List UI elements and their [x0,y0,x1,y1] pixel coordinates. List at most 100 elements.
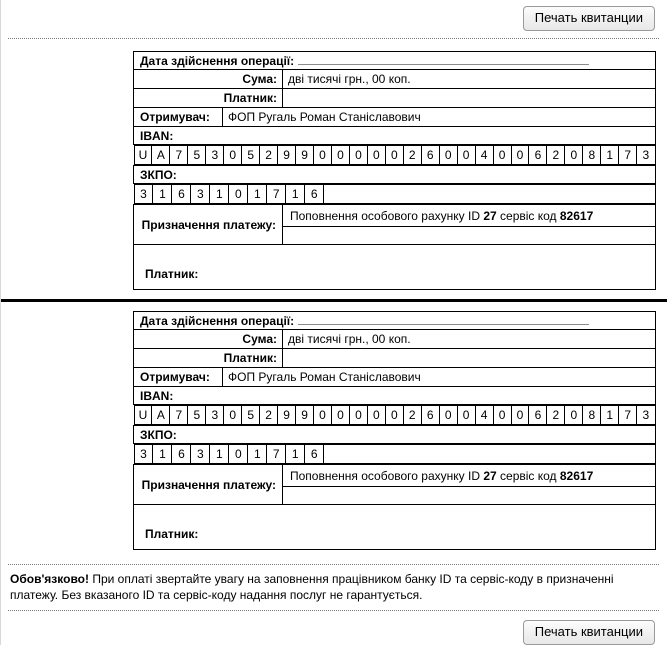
iban-char-cell[interactable]: 8 [582,405,602,425]
iban-char-cell[interactable]: 0 [564,405,584,425]
iban-char-cell[interactable]: 7 [618,405,638,425]
label-payer: Платник: [133,88,283,108]
iban-char-cell[interactable]: 0 [223,405,243,425]
iban-char-cell[interactable]: 9 [277,405,297,425]
iban-char-cell[interactable]: 5 [241,405,261,425]
iban-char-cell[interactable]: 0 [456,145,476,165]
iban-char-cell[interactable]: 2 [259,145,279,165]
iban-char-cell[interactable]: 0 [510,405,530,425]
iban-char-cell[interactable]: 7 [618,145,638,165]
iban-char-cell[interactable]: 0 [366,405,386,425]
iban-char-cell[interactable]: 0 [492,405,512,425]
iban-char-cell[interactable]: 1 [600,405,620,425]
zkpo-char-cell[interactable]: 1 [285,444,306,464]
zkpo-empty-remainder[interactable] [323,184,656,204]
iban-char-cell[interactable]: 1 [600,145,620,165]
iban-char-cell[interactable]: 0 [438,405,458,425]
iban-char-cell[interactable]: 0 [348,405,368,425]
iban-char-cell[interactable]: 6 [528,405,548,425]
iban-char-cell[interactable]: 9 [295,145,315,165]
iban-char-cell[interactable]: 0 [313,145,332,165]
iban-char-cell[interactable]: 3 [636,405,656,425]
iban-char-cell[interactable]: 2 [546,405,566,425]
payer-signature-area[interactable]: Платник: [133,244,656,290]
iban-char-cell[interactable]: 0 [438,145,458,165]
zkpo-char-cell[interactable]: 3 [190,444,211,464]
zkpo-empty-remainder[interactable] [323,444,656,464]
zkpo-char-cell[interactable]: 0 [228,444,249,464]
iban-char-cell[interactable]: 0 [384,145,404,165]
iban-char-cell[interactable]: 5 [187,405,207,425]
iban-char-cell[interactable]: U [133,405,153,425]
iban-char-cell[interactable]: 9 [277,145,297,165]
iban-char-cell[interactable]: 4 [474,145,494,165]
table-row-zkpo-label: ЗКПО: [133,425,656,444]
table-row-recipient: Отримувач: ФОП Ругаль Роман Станіславови… [133,107,656,127]
iban-char-cell[interactable]: 9 [295,405,315,425]
iban-char-cell[interactable]: 0 [564,145,584,165]
label-payer-final: Платник: [145,527,199,541]
iban-char-cell[interactable]: 0 [366,145,386,165]
value-purpose-line2[interactable] [282,226,656,245]
zkpo-char-cell[interactable]: 1 [247,184,268,204]
zkpo-char-cell[interactable]: 1 [285,184,306,204]
zkpo-char-cell[interactable]: 6 [304,184,325,204]
iban-char-cell[interactable]: 2 [402,405,422,425]
zkpo-char-cell[interactable]: 6 [171,444,192,464]
operation-date-input[interactable] [298,55,589,65]
print-receipt-button-bottom[interactable]: Печать квитанции [522,620,655,645]
zkpo-char-cell[interactable]: 1 [152,184,173,204]
iban-char-cell[interactable]: 7 [169,405,189,425]
iban-char-cell[interactable]: 5 [241,145,261,165]
value-payer[interactable] [282,88,656,108]
iban-char-cell[interactable]: A [151,405,171,425]
print-receipt-button-top[interactable]: Печать квитанции [522,6,655,31]
iban-char-cell[interactable]: 2 [402,145,422,165]
zkpo-char-cell[interactable]: 1 [209,184,230,204]
zkpo-char-cell[interactable]: 6 [171,184,192,204]
iban-char-cell[interactable]: 0 [223,145,243,165]
iban-char-cell[interactable]: 0 [510,145,530,165]
iban-char-cell[interactable]: 0 [492,145,512,165]
zkpo-char-cell[interactable]: 1 [152,444,173,464]
iban-char-cell[interactable]: 2 [546,145,566,165]
zkpo-char-cell[interactable]: 3 [133,444,154,464]
iban-char-cell[interactable]: 0 [384,405,404,425]
iban-char-cell[interactable]: 0 [456,405,476,425]
label-operation-date: Дата здійснення операції: [140,53,295,68]
zkpo-char-cell[interactable]: 3 [190,184,211,204]
iban-char-cell[interactable]: 3 [636,145,656,165]
iban-char-cell[interactable]: 3 [205,405,225,425]
iban-char-cell[interactable]: 0 [330,405,350,425]
iban-char-cell[interactable]: 2 [259,405,279,425]
value-recipient: ФОП Ругаль Роман Станіславович [222,367,656,387]
iban-char-cell[interactable]: 0 [313,405,332,425]
iban-char-cell[interactable]: A [151,145,171,165]
zkpo-char-cell[interactable]: 1 [209,444,230,464]
zkpo-char-cell[interactable]: 1 [247,444,268,464]
zkpo-char-cell[interactable]: 3 [133,184,154,204]
zkpo-char-cell[interactable]: 0 [228,184,249,204]
zkpo-char-cell[interactable]: 6 [304,444,325,464]
iban-char-cell[interactable]: 0 [348,145,368,165]
iban-char-cell[interactable]: 3 [205,145,225,165]
iban-char-cell[interactable]: 6 [420,405,440,425]
iban-char-cell[interactable]: 6 [420,145,440,165]
zkpo-char-cell[interactable]: 7 [266,184,287,204]
dotted-separator-notice-bottom [8,610,659,611]
label-purpose: Призначення платежу: [133,204,283,245]
operation-date-input[interactable] [298,315,589,325]
iban-char-cell[interactable]: 8 [582,145,602,165]
payer-signature-area[interactable]: Платник: [133,504,656,550]
iban-char-cell[interactable]: 5 [187,145,207,165]
iban-char-cell[interactable]: U [133,145,153,165]
value-payer[interactable] [282,348,656,368]
iban-char-cell[interactable]: 0 [330,145,350,165]
iban-char-cell[interactable]: 6 [528,145,548,165]
iban-char-cell[interactable]: 4 [474,405,494,425]
zkpo-char-cell[interactable]: 7 [266,444,287,464]
iban-char-cell[interactable]: 7 [169,145,189,165]
value-purpose-line2[interactable] [282,486,656,505]
